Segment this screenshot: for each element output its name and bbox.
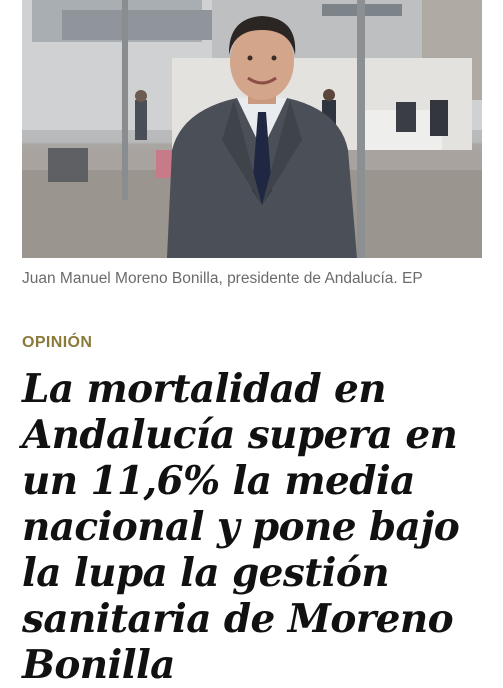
- article-headline[interactable]: La mortalidad en Andalucía supera en un …: [22, 366, 460, 688]
- section-label[interactable]: OPINIÓN: [22, 334, 93, 351]
- portrait-photo: [22, 0, 482, 258]
- article-photo[interactable]: [22, 0, 482, 258]
- photo-caption: Juan Manuel Moreno Bonilla, presidente d…: [22, 270, 423, 287]
